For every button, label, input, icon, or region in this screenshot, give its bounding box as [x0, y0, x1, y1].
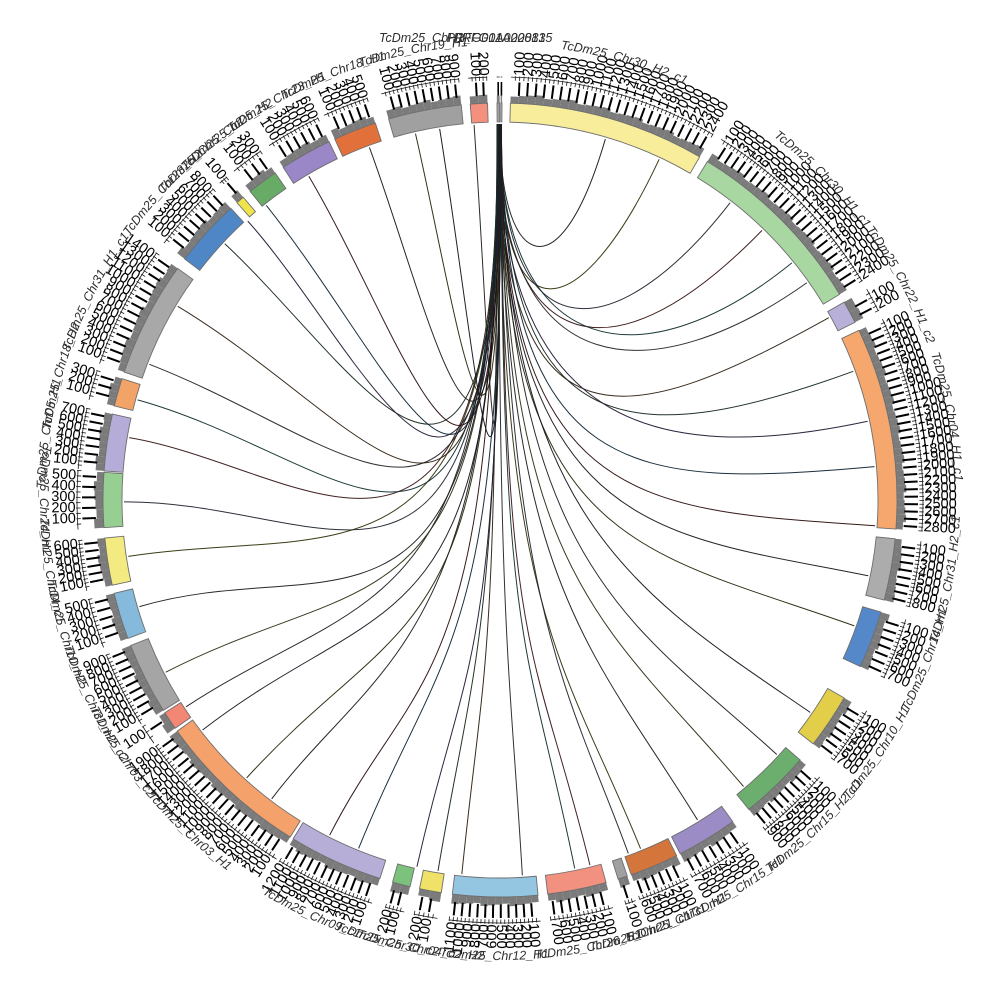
svg-text:700: 700: [547, 920, 566, 946]
svg-text:PRFG01A020815: PRFG01A020815: [454, 31, 553, 45]
svg-text:600: 600: [53, 536, 79, 554]
svg-text:900: 900: [444, 53, 463, 79]
svg-text:500: 500: [52, 466, 77, 483]
svg-text:200: 200: [474, 51, 491, 76]
